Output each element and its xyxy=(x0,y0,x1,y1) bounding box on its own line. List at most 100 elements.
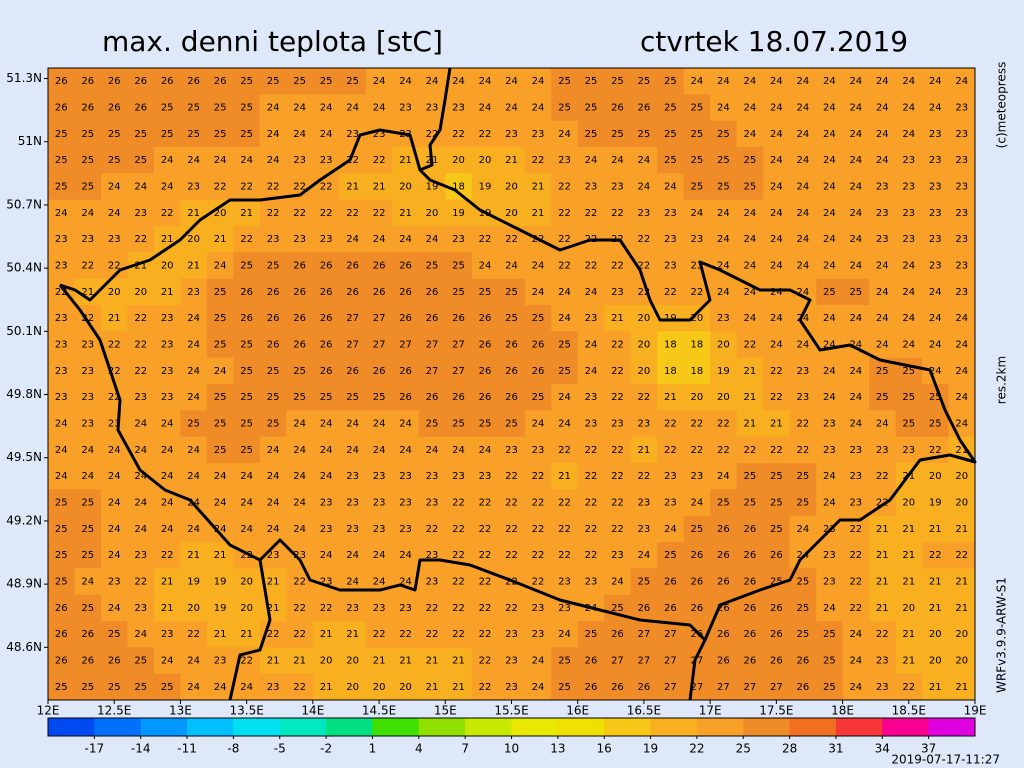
grid-cell xyxy=(895,436,923,464)
grid-value: 23 xyxy=(399,603,412,614)
grid-cell xyxy=(286,120,314,148)
grid-value: 19 xyxy=(187,577,200,588)
grid-cell xyxy=(48,436,75,464)
grid-cell xyxy=(657,410,685,438)
grid-cell xyxy=(445,436,473,464)
grid-cell xyxy=(948,226,976,253)
grid-value: 24 xyxy=(558,392,571,403)
grid-cell xyxy=(736,68,764,95)
grid-value: 22 xyxy=(532,471,545,482)
colorbar-label: 34 xyxy=(875,742,890,756)
grid-cell xyxy=(233,94,261,122)
grid-value: 24 xyxy=(293,103,306,114)
grid-value: 21 xyxy=(770,419,783,430)
grid-cell xyxy=(551,278,579,306)
grid-cell xyxy=(259,305,287,332)
grid-value: 24 xyxy=(849,234,862,245)
grid-value: 23 xyxy=(532,603,545,614)
grid-cell xyxy=(498,436,526,464)
grid-cell xyxy=(498,252,526,280)
grid-value: 25 xyxy=(744,471,757,482)
grid-value: 25 xyxy=(823,287,836,298)
grid-value: 25 xyxy=(267,419,280,430)
grid-value: 25 xyxy=(161,103,174,114)
grid-cell xyxy=(471,226,499,253)
grid-value: 22 xyxy=(267,182,280,193)
grid-value: 24 xyxy=(293,129,306,140)
grid-value: 22 xyxy=(770,392,783,403)
grid-cell xyxy=(551,621,579,648)
grid-value: 25 xyxy=(558,340,571,351)
grid-value: 23 xyxy=(399,524,412,535)
grid-value: 26 xyxy=(691,550,704,561)
grid-value: 21 xyxy=(161,287,174,298)
x-tick-label: 15.5E xyxy=(494,704,528,718)
grid-cell xyxy=(48,252,75,280)
grid-cell xyxy=(577,173,605,201)
grid-value: 23 xyxy=(346,129,359,140)
grid-value: 22 xyxy=(161,208,174,219)
grid-cell xyxy=(816,278,844,306)
grid-cell xyxy=(48,68,75,95)
grid-value: 26 xyxy=(638,682,651,693)
grid-value: 22 xyxy=(638,287,651,298)
grid-value: 26 xyxy=(293,287,306,298)
grid-cell xyxy=(180,252,208,280)
grid-value: 22 xyxy=(479,498,492,509)
grid-cell xyxy=(763,278,791,306)
grid-cell xyxy=(551,542,579,569)
grid-value: 27 xyxy=(664,656,677,667)
grid-cell xyxy=(763,147,791,174)
grid-value: 26 xyxy=(505,392,518,403)
grid-value: 22 xyxy=(611,498,624,509)
grid-value: 26 xyxy=(744,603,757,614)
grid-value: 25 xyxy=(240,419,253,430)
grid-value: 25 xyxy=(214,287,227,298)
grid-cell xyxy=(100,226,128,253)
colorbar-segment xyxy=(372,718,420,736)
grid-value: 22 xyxy=(81,313,94,324)
grid-cell xyxy=(153,357,181,385)
grid-cell xyxy=(100,384,128,411)
grid-value: 23 xyxy=(558,577,571,588)
grid-cell xyxy=(233,226,261,253)
grid-value: 25 xyxy=(187,419,200,430)
grid-cell xyxy=(736,542,764,569)
grid-cell xyxy=(763,594,791,622)
grid-value: 25 xyxy=(823,656,836,667)
grid-value: 25 xyxy=(717,129,730,140)
grid-cell xyxy=(100,489,128,517)
grid-value: 23 xyxy=(876,234,889,245)
grid-cell xyxy=(604,120,632,148)
grid-cell xyxy=(48,568,75,596)
grid-value: 26 xyxy=(267,340,280,351)
grid-cell xyxy=(842,357,870,385)
grid-value: 25 xyxy=(691,129,704,140)
grid-cell xyxy=(657,173,685,201)
grid-value: 25 xyxy=(770,577,783,588)
colorbar-segment xyxy=(48,718,95,736)
grid-cell xyxy=(816,489,844,517)
grid-cell xyxy=(127,120,155,148)
grid-value: 22 xyxy=(373,208,386,219)
grid-cell xyxy=(763,305,791,332)
grid-cell xyxy=(630,542,658,569)
grid-cell xyxy=(895,94,923,122)
grid-value: 23 xyxy=(638,524,651,535)
grid-value: 23 xyxy=(691,234,704,245)
grid-cell xyxy=(180,68,208,95)
grid-value: 22 xyxy=(240,182,253,193)
grid-cell xyxy=(736,147,764,174)
grid-cell xyxy=(683,647,711,675)
grid-cell xyxy=(524,515,552,543)
grid-value: 20 xyxy=(955,498,968,509)
grid-value: 26 xyxy=(796,656,809,667)
grid-value: 25 xyxy=(823,629,836,640)
grid-cell xyxy=(365,252,393,280)
grid-cell xyxy=(471,594,499,622)
grid-value: 23 xyxy=(823,550,836,561)
grid-value: 21 xyxy=(638,445,651,456)
colorbar-segment xyxy=(233,718,281,736)
grid-value: 26 xyxy=(187,76,200,87)
